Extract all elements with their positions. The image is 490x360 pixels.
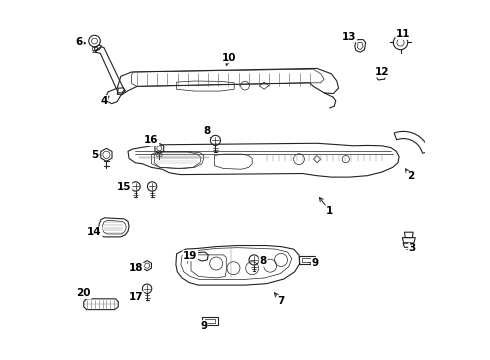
Text: 13: 13	[342, 32, 357, 42]
Text: 16: 16	[144, 135, 159, 145]
Text: 12: 12	[374, 67, 389, 77]
Text: 7: 7	[277, 296, 285, 306]
Text: 9: 9	[312, 258, 319, 268]
Text: 9: 9	[200, 321, 207, 331]
Text: 14: 14	[87, 227, 102, 237]
Text: 15: 15	[117, 182, 132, 192]
Text: 20: 20	[76, 288, 91, 298]
Text: 10: 10	[221, 53, 236, 63]
Text: 8: 8	[203, 126, 211, 136]
Text: 11: 11	[396, 29, 411, 39]
Text: 17: 17	[129, 292, 144, 302]
Text: 18: 18	[129, 263, 144, 273]
Text: 5: 5	[91, 150, 98, 160]
Text: 1: 1	[326, 206, 333, 216]
Text: 4: 4	[100, 96, 108, 106]
Text: 19: 19	[183, 251, 197, 261]
Text: 2: 2	[407, 171, 414, 181]
Text: 8: 8	[259, 256, 267, 266]
Text: 3: 3	[409, 243, 416, 253]
Text: 6: 6	[76, 37, 83, 48]
